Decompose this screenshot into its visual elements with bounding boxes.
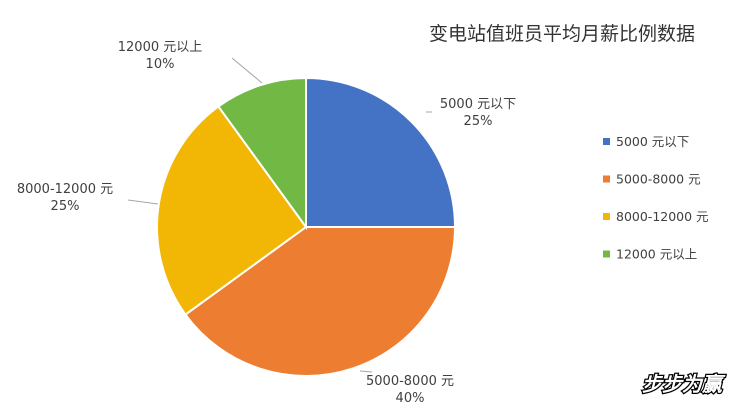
legend-swatch-3: [603, 213, 610, 220]
watermark-logo: 步步为赢: [641, 371, 727, 398]
leader-line-3: [127, 199, 159, 205]
legend-label-2: 5000-8000 元: [616, 172, 701, 187]
slice-label-1: 5000 元以下 25%: [440, 97, 516, 129]
slice-percent-label: 25%: [51, 199, 80, 214]
pie-slices: [156, 76, 457, 377]
legend-label-3: 8000-12000 元: [616, 209, 709, 224]
chart-title: 变电站值班员平均月薪比例数据: [429, 23, 695, 45]
slice-labels: 5000 元以下 25% 5000-8000 元 40% 8000-12000 元 25%…: [17, 40, 516, 406]
watermark-text: 步步为赢: [642, 372, 726, 396]
slice-percent-label: 25%: [464, 114, 493, 129]
slice-category-label: 5000-8000 元: [366, 374, 454, 389]
leader-line-2: [359, 370, 373, 373]
legend-swatch-1: [603, 138, 610, 145]
pie-slice-1: [305, 76, 457, 228]
leader-lines: [127, 57, 432, 373]
leader-line-4: [231, 57, 263, 84]
legend-swatch-4: [603, 250, 610, 258]
legend-label-4: 12000 元以上: [616, 247, 697, 262]
legend: 5000 元以下 5000-8000 元 8000-12000 元 12000 元以上: [603, 134, 709, 262]
pie-slice-4: [217, 76, 307, 231]
slice-label-2: 5000-8000 元 40%: [366, 374, 454, 406]
slice-percent-label: 40%: [396, 391, 425, 406]
slice-percent-label: 10%: [146, 57, 175, 72]
slice-category-label: 12000 元以上: [118, 40, 203, 55]
pie-slice-2: [184, 226, 457, 377]
slice-category-label: 8000-12000 元: [17, 182, 113, 197]
slice-label-4: 12000 元以上 10%: [118, 40, 203, 72]
slice-category-label: 5000 元以下: [440, 97, 516, 112]
legend-swatch-2: [603, 175, 610, 183]
pie-slice-3: [156, 105, 308, 316]
legend-label-1: 5000 元以下: [616, 134, 689, 149]
slice-label-3: 8000-12000 元 25%: [17, 182, 113, 214]
